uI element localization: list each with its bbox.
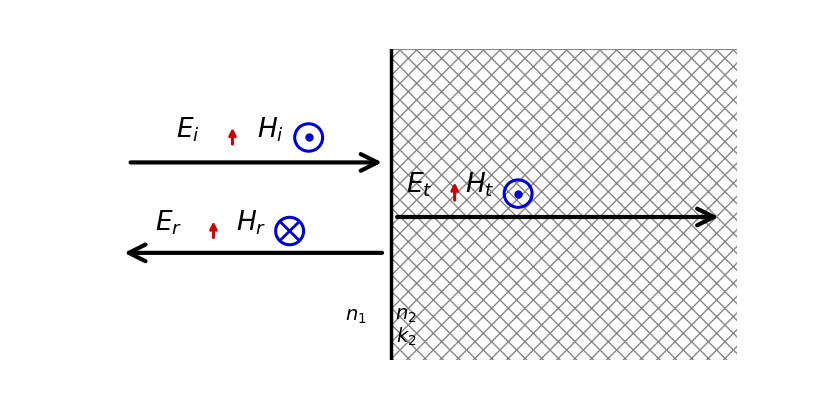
Text: $k_2$: $k_2$ — [396, 326, 416, 348]
Text: $n_2$: $n_2$ — [395, 306, 417, 325]
Text: $H_i$: $H_i$ — [257, 115, 284, 144]
Text: $E_t$: $E_t$ — [406, 170, 433, 198]
Bar — [391, 49, 737, 360]
Text: $E_r$: $E_r$ — [156, 209, 183, 237]
Text: $n_1$: $n_1$ — [346, 307, 367, 326]
Text: $H_t$: $H_t$ — [465, 170, 495, 198]
Text: $E_i$: $E_i$ — [176, 115, 200, 144]
Text: $H_r$: $H_r$ — [237, 209, 267, 237]
